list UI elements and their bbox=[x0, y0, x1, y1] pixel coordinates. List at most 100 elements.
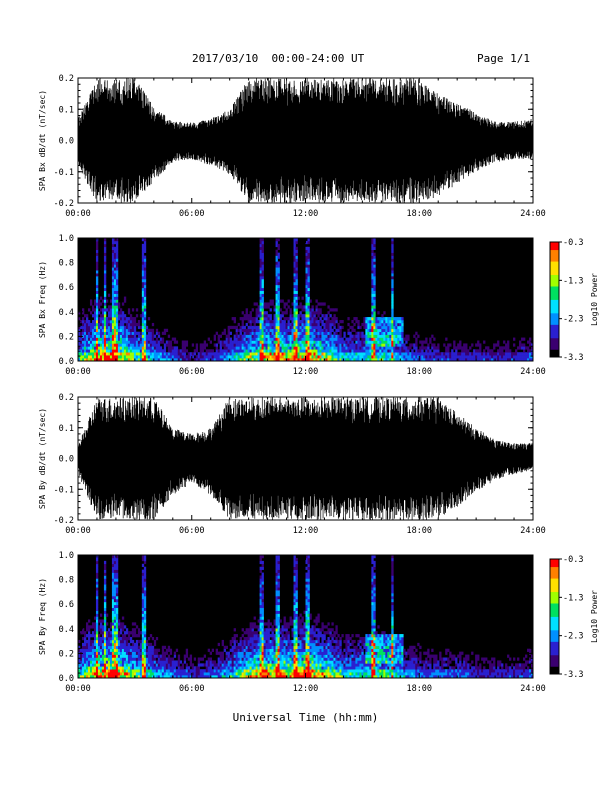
bx-spectrogram-cell bbox=[201, 352, 205, 356]
by-spectrogram-cell bbox=[95, 654, 99, 658]
by-spectrogram-cell bbox=[139, 672, 143, 676]
by-spectrogram-cell bbox=[137, 657, 141, 661]
bx-spectrogram-cell bbox=[415, 349, 418, 353]
bx-spectrogram-cell bbox=[523, 337, 526, 341]
bx-spectrogram-cell bbox=[323, 317, 326, 321]
bx-spectrogram-cell bbox=[159, 349, 163, 353]
by-spectrogram-cell bbox=[237, 660, 240, 664]
bx-spectrogram-cell bbox=[295, 279, 298, 283]
bx-spectrogram-colorbar-segment bbox=[550, 261, 559, 264]
bx-spectrogram-cell bbox=[251, 358, 254, 362]
bx-spectrogram-cell bbox=[319, 302, 322, 306]
bx-spectrogram-cell bbox=[271, 334, 274, 338]
by-spectrogram-cell bbox=[125, 660, 129, 664]
by-spectrogram-cell bbox=[275, 639, 278, 644]
bx-spectrogram-cell bbox=[155, 343, 159, 347]
bx-spectrogram-cell bbox=[111, 322, 115, 327]
by-spectrogram-cell bbox=[233, 648, 236, 652]
bx-spectrogram-cell bbox=[321, 346, 324, 350]
by-spectrogram-cell bbox=[277, 660, 280, 664]
by-spectrogram-cell bbox=[103, 619, 107, 623]
bx-spectrogram-cell bbox=[311, 320, 314, 324]
bx-spectrogram-cell bbox=[451, 355, 454, 359]
by-spectrogram-cell bbox=[187, 666, 191, 670]
by-spectrogram-cell bbox=[123, 654, 127, 658]
bx-spectrogram-cell bbox=[357, 358, 360, 362]
bx-spectrogram-cell bbox=[103, 240, 107, 245]
by-spectrogram-cell bbox=[81, 631, 85, 635]
by-spectrogram-cell bbox=[115, 596, 119, 600]
bx-spectrogram-cell bbox=[341, 340, 344, 344]
bx-spectrogram-cell bbox=[113, 314, 117, 318]
by-spectrogram-cell bbox=[115, 584, 119, 588]
by-spectrogram-cell bbox=[151, 648, 155, 652]
bx-spectrogram-cell bbox=[263, 317, 266, 321]
bx-spectrogram-cell bbox=[421, 352, 424, 356]
bx-spectrogram-cell bbox=[277, 331, 280, 335]
bx-spectrogram-cell bbox=[313, 317, 316, 321]
by-spectrogram-cell bbox=[141, 569, 145, 573]
bx-spectrogram-cell bbox=[313, 337, 316, 341]
by-spectrogram-cell bbox=[267, 639, 270, 644]
by-spectrogram-cell bbox=[275, 660, 278, 664]
bx-spectrogram-cell bbox=[137, 320, 141, 324]
by-spectrogram-cell bbox=[167, 669, 171, 673]
by-spectrogram-cell bbox=[173, 675, 177, 679]
bx-spectrogram-cell bbox=[349, 331, 352, 335]
by-spectrogram-cell bbox=[221, 642, 224, 647]
bx-spectrogram-cell bbox=[283, 328, 286, 333]
by-spectrogram-cell bbox=[273, 637, 276, 641]
bx-spectrogram-cell bbox=[371, 293, 374, 297]
bx-spectrogram-cell bbox=[391, 314, 394, 318]
by-spectrogram-cell bbox=[157, 663, 161, 667]
bx-spectrogram-cell bbox=[317, 331, 320, 335]
bx-spectrogram-cell bbox=[125, 352, 129, 356]
bx-spectrogram-cell bbox=[249, 314, 252, 318]
bx-spectrogram-cell bbox=[273, 328, 276, 333]
bx-spectrogram-cell bbox=[373, 302, 376, 306]
by-spectrogram-cell bbox=[223, 672, 226, 676]
bx-spectrogram-cell bbox=[115, 349, 119, 353]
bx-spectrogram-cell bbox=[111, 314, 115, 318]
bx-spectrogram-cell bbox=[335, 317, 338, 321]
bx-spectrogram-cell bbox=[459, 355, 462, 359]
by-spectrogram-cell bbox=[131, 622, 135, 626]
bx-spectrogram-cell bbox=[273, 343, 276, 347]
bx-spectrogram-cell bbox=[525, 352, 528, 356]
bx-spectrogram-cell bbox=[85, 337, 89, 341]
by-spectrogram-cell bbox=[251, 622, 254, 626]
by-spectrogram-cell bbox=[107, 651, 111, 655]
by-spectrogram-cell bbox=[239, 663, 242, 667]
bx-spectrogram-colorbar-segment bbox=[550, 326, 559, 329]
by-spectrogram-cell bbox=[197, 660, 201, 664]
bx-spectrogram-cell bbox=[81, 320, 85, 324]
bx-spectrogram-cell bbox=[297, 346, 300, 350]
bx-spectrogram-cell bbox=[261, 261, 264, 265]
by-spectrogram-cell bbox=[95, 598, 99, 603]
by-spectrogram-cell bbox=[105, 645, 109, 650]
bx-spectrogram-cell bbox=[103, 243, 107, 248]
bx-spectrogram-cell bbox=[305, 334, 308, 338]
by-spectrogram-cell bbox=[267, 669, 270, 673]
by-spectrogram-cell bbox=[85, 645, 89, 650]
bx-spectrogram-cell bbox=[87, 334, 91, 338]
by-spectrogram-cell bbox=[145, 651, 149, 655]
bx-spectrogram-cell bbox=[189, 352, 193, 356]
bx-spectrogram-cell bbox=[343, 358, 346, 362]
by-spectrogram-cell bbox=[191, 669, 195, 673]
by-spectrogram-cell bbox=[137, 651, 141, 655]
bx-spectrogram-cell bbox=[155, 355, 159, 359]
bx-spectrogram-cell bbox=[337, 343, 340, 347]
by-spectrogram-cell bbox=[221, 639, 224, 644]
bx-spectrogram-cell bbox=[313, 352, 316, 356]
bx-spectrogram-cell bbox=[373, 340, 376, 344]
bx-spectrogram-cell bbox=[143, 249, 147, 253]
bx-spectrogram-cell bbox=[255, 352, 258, 356]
bx-spectrogram-cell bbox=[293, 276, 296, 280]
bx-spectrogram-cell bbox=[307, 264, 310, 268]
bx-spectrogram-cell bbox=[175, 349, 179, 353]
by-spectrogram-cell bbox=[247, 663, 250, 667]
bx-spectrogram-cell bbox=[171, 346, 175, 350]
bx-spectrogram-cell bbox=[337, 322, 340, 327]
by-spectrogram-cell bbox=[229, 669, 232, 673]
